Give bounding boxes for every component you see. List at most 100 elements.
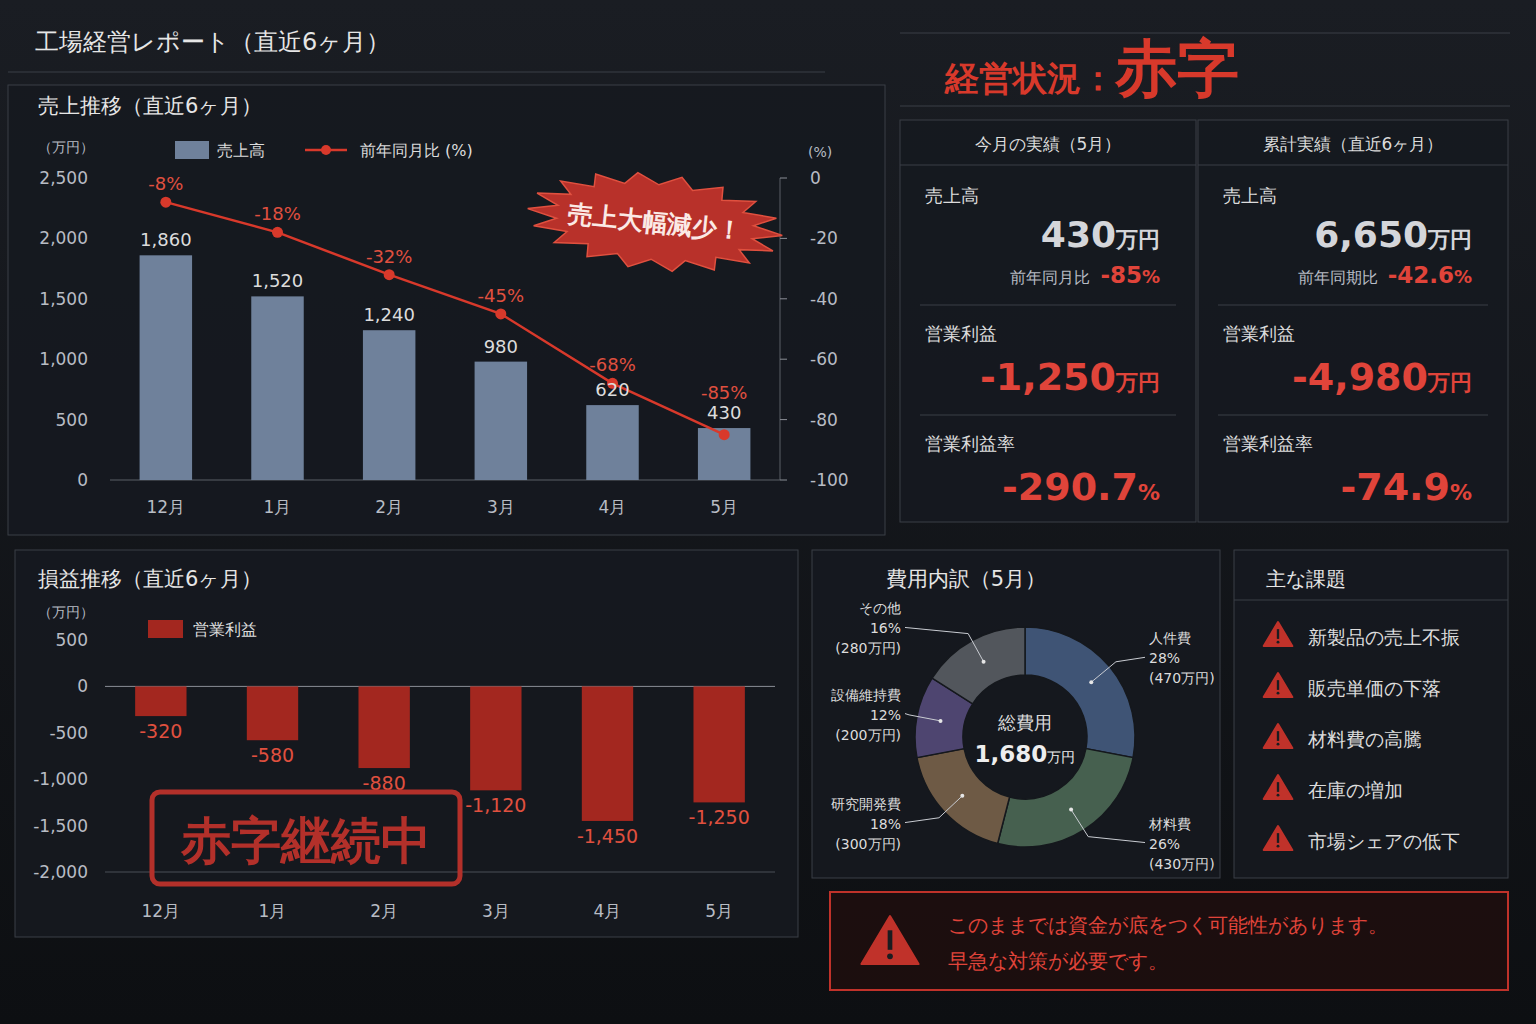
warning-bar xyxy=(1277,782,1279,792)
y-tick-label: -1,000 xyxy=(33,769,88,789)
card-rule xyxy=(1218,415,1488,416)
slice-amount-label: (300万円) xyxy=(835,836,901,852)
warning-triangle xyxy=(1264,775,1293,799)
header-rule xyxy=(8,72,825,73)
issue-icon xyxy=(1264,673,1293,697)
issue-item: 市場シェアの低下 xyxy=(1308,830,1460,852)
kpi-unit: % xyxy=(1450,480,1472,505)
leader-line xyxy=(905,796,962,823)
chart-title: 損益推移（直近6ヶ月） xyxy=(38,567,262,591)
bar-value-label: 430 xyxy=(707,402,741,423)
center-label: 総費用 xyxy=(997,712,1052,733)
issue-icon xyxy=(1264,775,1293,799)
annotation: 赤字継続中 xyxy=(180,812,431,870)
bar xyxy=(140,255,192,480)
y2-axis-title: (%) xyxy=(808,144,832,160)
leader-dot xyxy=(1069,808,1073,812)
leader-dot xyxy=(1089,680,1093,684)
bar-value-label: -580 xyxy=(251,744,294,766)
background xyxy=(0,0,1536,1024)
card-rule xyxy=(1198,165,1508,166)
kpi-sub-unit: % xyxy=(1142,266,1160,287)
kpi-sub-value: -42.6 xyxy=(1388,262,1454,288)
slice-label: 研究開発費 xyxy=(831,796,901,812)
slice-label: 材料費 xyxy=(1148,816,1191,832)
legend-label: 売上高 xyxy=(217,141,265,160)
slice-label: 人件費 xyxy=(1149,630,1191,646)
line-value-label: -18% xyxy=(254,203,301,224)
donut-slice xyxy=(932,627,1025,704)
kpi-sub: 前年同期比-42.6% xyxy=(1298,262,1472,288)
bar-value-label: 980 xyxy=(484,336,518,357)
line-marker xyxy=(272,227,283,238)
bar xyxy=(475,362,527,480)
y-tick-label: -500 xyxy=(49,723,88,743)
legend-swatch xyxy=(148,620,183,638)
kpi-value-text: -4,980万円 xyxy=(1292,355,1472,399)
issues-panel xyxy=(1234,550,1508,878)
y-tick-label: 2,000 xyxy=(39,228,88,248)
page-title: 工場経営レポート（直近6ヶ月） xyxy=(35,28,390,56)
bar xyxy=(698,428,750,480)
y-tick-label: -2,000 xyxy=(33,862,88,882)
bar-value-label: -1,250 xyxy=(689,806,750,828)
issues-title: 主な課題 xyxy=(1266,567,1346,591)
x-tick-label: 4月 xyxy=(594,901,622,921)
y-tick-label: 2,500 xyxy=(39,168,88,188)
burst-shape xyxy=(523,162,787,283)
profit-panel xyxy=(15,550,798,937)
x-axis-line xyxy=(105,872,775,873)
kpi-value: 6,650 xyxy=(1314,214,1428,255)
y2-tick xyxy=(780,480,787,481)
line-marker xyxy=(719,429,730,440)
warning-bar xyxy=(888,930,893,950)
slice-value-label: 26% xyxy=(1149,836,1180,852)
bar-value-label: 1,240 xyxy=(363,304,415,325)
kpi-sub-label: 前年同期比 xyxy=(1298,268,1378,287)
line-marker xyxy=(495,308,506,319)
kpi-value: -74.9 xyxy=(1340,465,1450,509)
issue-item: 材料費の高騰 xyxy=(1307,728,1422,750)
bar xyxy=(586,405,638,480)
kpi-label: 営業利益率 xyxy=(1223,433,1313,454)
line-value-label: -68% xyxy=(589,354,636,375)
slice-value-label: 18% xyxy=(870,816,901,832)
bar-value-label: 620 xyxy=(595,379,629,400)
chart-title: 費用内訳（5月） xyxy=(886,567,1046,591)
bar-value-label: -320 xyxy=(139,720,182,742)
kpi-unit: 万円 xyxy=(1115,227,1160,252)
kpi-card xyxy=(1198,120,1508,522)
status: 経営状況：赤字 xyxy=(944,32,1239,105)
x-axis-line xyxy=(110,480,780,481)
line-value-label: -45% xyxy=(478,285,525,306)
y2-tick-label: 0 xyxy=(810,168,821,188)
x-tick-label: 12月 xyxy=(147,497,186,517)
stamp: 赤字継続中 xyxy=(152,792,460,884)
slice-label: その他 xyxy=(859,600,901,616)
kpi-value: -1,250 xyxy=(980,355,1116,399)
donut-slice xyxy=(1025,627,1135,758)
y2-tick-label: -100 xyxy=(810,470,849,490)
kpi-card xyxy=(900,120,1196,522)
kpi-value: -290.7 xyxy=(1002,465,1138,509)
bar-value-label: 1,520 xyxy=(252,270,304,291)
kpi-value-text: -290.7% xyxy=(1002,465,1160,509)
line-marker xyxy=(384,269,395,280)
card-rule xyxy=(900,165,1196,166)
zero-line xyxy=(105,686,775,687)
y2-tick-label: -20 xyxy=(810,228,838,248)
issue-item: 販売単価の下落 xyxy=(1308,677,1441,699)
x-tick-label: 5月 xyxy=(710,497,738,517)
slice-amount-label: (470万円) xyxy=(1149,670,1215,686)
y-tick-label: -1,500 xyxy=(33,816,88,836)
leader-line xyxy=(905,714,941,721)
slice-amount-label: (280万円) xyxy=(835,640,901,656)
alert-icon xyxy=(861,916,918,964)
leader-line xyxy=(1071,810,1145,843)
kpi-value-text: 6,650万円 xyxy=(1314,214,1472,255)
cost-panel xyxy=(812,550,1220,878)
burst-annotation: 売上大幅減少！ xyxy=(523,162,787,283)
warning-dot xyxy=(1277,641,1280,644)
card-title: 今月の実績（5月） xyxy=(975,134,1122,154)
x-tick-label: 5月 xyxy=(705,901,733,921)
